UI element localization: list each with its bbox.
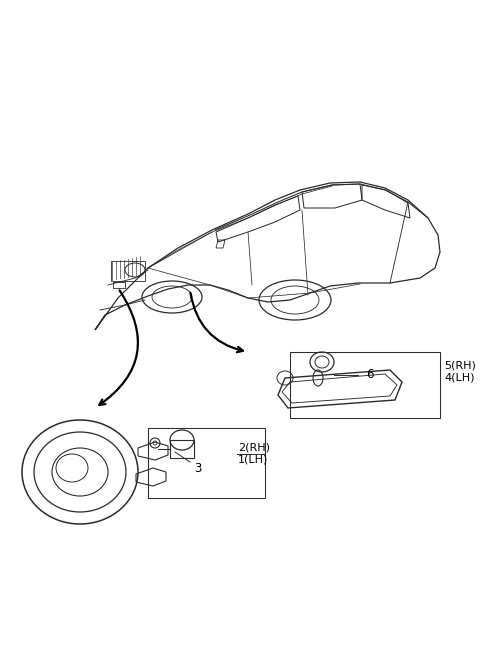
Text: 6: 6 xyxy=(366,369,374,382)
Text: 5(RH): 5(RH) xyxy=(444,361,476,371)
Text: 2(RH): 2(RH) xyxy=(238,443,270,453)
Text: 4(LH): 4(LH) xyxy=(444,372,475,382)
Text: 1(LH): 1(LH) xyxy=(238,455,268,465)
Text: 3: 3 xyxy=(194,462,202,474)
